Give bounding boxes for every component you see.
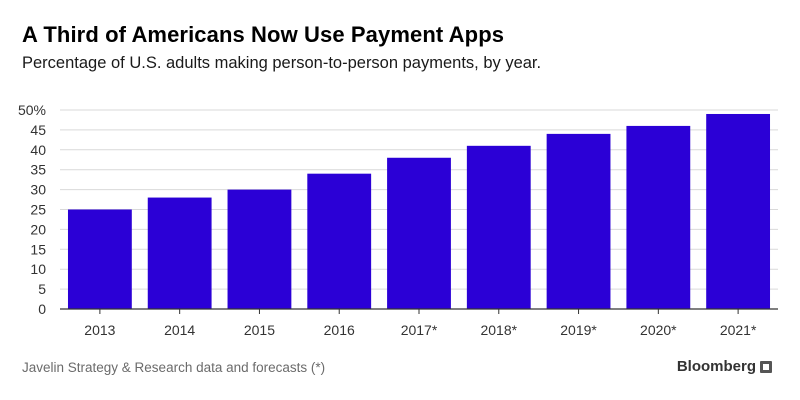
x-axis-ticks: 2013 2014 2015 2016 2017* 2018* 2019* 2020* 2021… — [84, 309, 757, 338]
bar-2017 — [387, 157, 451, 309]
x-tick-label: 2019* — [560, 322, 597, 338]
x-tick-label: 2013 — [84, 322, 115, 338]
y-tick-label: 45 — [30, 122, 46, 138]
bar-2019 — [546, 133, 611, 309]
y-tick-label: 50% — [18, 102, 46, 118]
y-tick-label: 5 — [38, 281, 46, 297]
x-tick-label: 2015 — [244, 322, 275, 338]
x-tick-label: 2017* — [401, 322, 438, 338]
bars — [67, 113, 771, 309]
y-tick-label: 10 — [30, 261, 46, 277]
y-tick-label: 35 — [30, 162, 46, 178]
x-tick-label: 2021* — [720, 322, 757, 338]
bar-2020 — [626, 125, 691, 309]
x-tick-label: 2014 — [164, 322, 195, 338]
bar-2016 — [307, 173, 372, 309]
bloomberg-terminal-icon — [760, 360, 772, 373]
bar-2014 — [147, 197, 212, 309]
x-tick-label: 2020* — [640, 322, 677, 338]
brand-logo: Bloomberg — [677, 358, 772, 375]
y-tick-label: 15 — [30, 241, 46, 257]
y-tick-label: 40 — [30, 142, 46, 158]
brand-name: Bloomberg — [676, 358, 756, 375]
source-note: Javelin Strategy & Research data and for… — [22, 360, 326, 375]
bar-2018 — [466, 145, 531, 309]
y-tick-label: 20 — [30, 221, 46, 237]
chart-title: A Third of Americans Now Use Payment App… — [22, 22, 505, 47]
bar-2015 — [227, 189, 292, 309]
x-tick-label: 2018* — [480, 322, 517, 338]
y-tick-label: 0 — [38, 301, 46, 317]
bar-2021 — [706, 113, 771, 309]
chart-subtitle: Percentage of U.S. adults making person-… — [22, 54, 542, 72]
x-tick-label: 2016 — [324, 322, 355, 338]
y-axis-ticks: 0 5 10 15 20 25 30 35 40 45 50% — [18, 102, 46, 317]
y-tick-label: 30 — [30, 182, 46, 198]
bar-2013 — [67, 209, 132, 309]
y-tick-label: 25 — [30, 202, 46, 218]
